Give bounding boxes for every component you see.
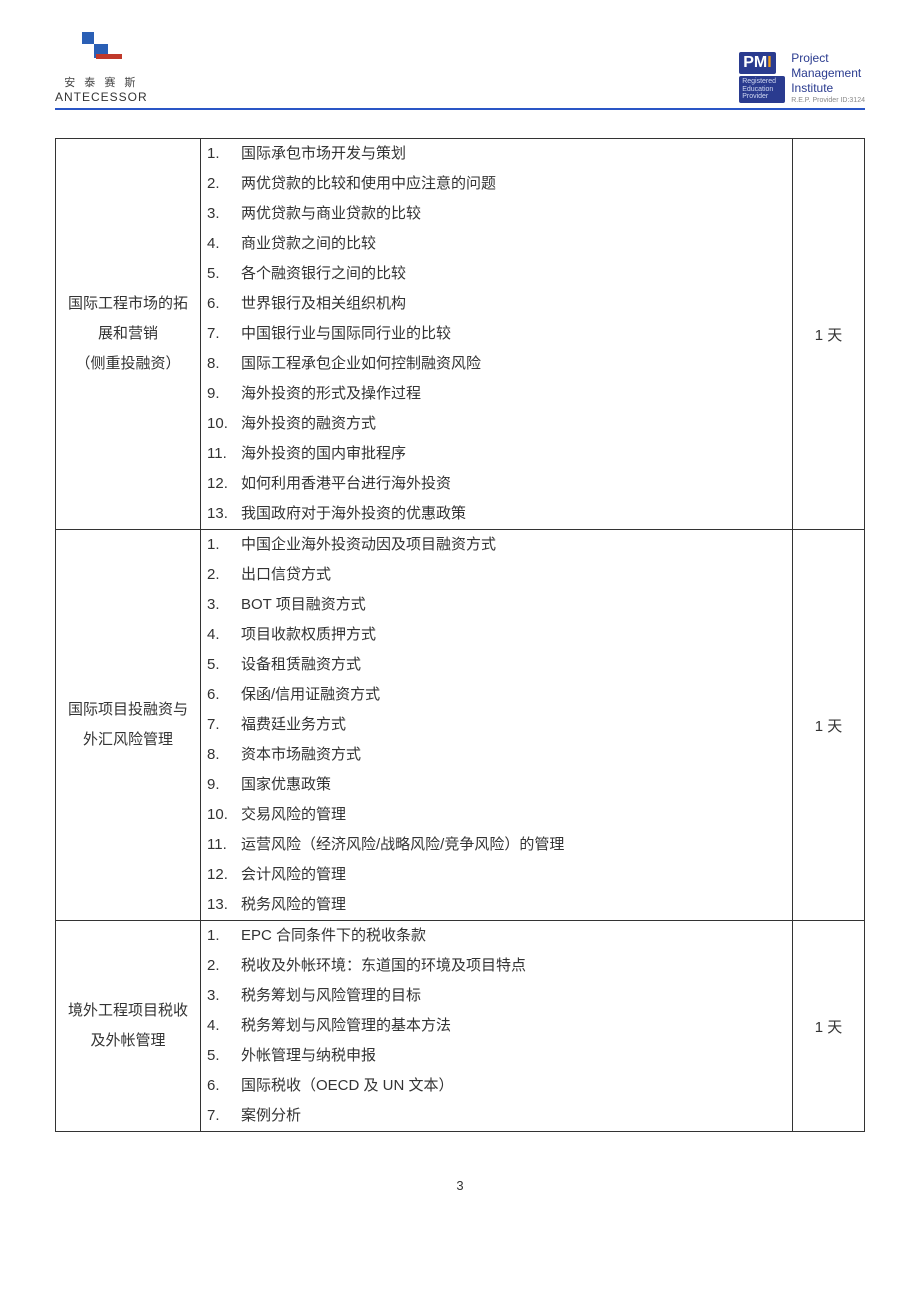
course-item: 两优贷款的比较和使用中应注意的问题 <box>201 169 792 199</box>
course-title-line: 外汇风险管理 <box>56 725 200 755</box>
course-item-list: 国际承包市场开发与策划两优贷款的比较和使用中应注意的问题两优贷款与商业贷款的比较… <box>201 139 792 529</box>
course-item: 如何利用香港平台进行海外投资 <box>201 469 792 499</box>
course-title-line: 国际项目投融资与 <box>56 695 200 725</box>
page-number: 3 <box>55 1178 865 1193</box>
course-title-line: 及外帐管理 <box>56 1026 200 1056</box>
logo-pmi-textblock: Project Management Institute R.E.P. Prov… <box>791 51 865 104</box>
course-table: 国际工程市场的拓展和营销（侧重投融资）国际承包市场开发与策划两优贷款的比较和使用… <box>55 138 865 1132</box>
pmi-text-line: Project <box>791 51 865 66</box>
pmi-badge-line: Education <box>742 86 782 94</box>
course-item: 案例分析 <box>201 1101 792 1131</box>
course-item: 项目收款权质押方式 <box>201 620 792 650</box>
course-title-cell: 国际工程市场的拓展和营销（侧重投融资） <box>56 139 201 530</box>
logo-pmi-badge: Registered Education Provider <box>739 76 785 103</box>
course-title-line: 展和营销 <box>56 319 200 349</box>
course-item: 国际承包市场开发与策划 <box>201 139 792 169</box>
course-item: 税收及外帐环境：东道国的环境及项目特点 <box>201 951 792 981</box>
course-duration-cell: 1 天 <box>793 921 865 1132</box>
course-duration-cell: 1 天 <box>793 530 865 921</box>
pmi-badge-line: Provider <box>742 93 782 101</box>
course-item: 中国银行业与国际同行业的比较 <box>201 319 792 349</box>
course-content-cell: 中国企业海外投资动因及项目融资方式出口信贷方式BOT 项目融资方式项目收款权质押… <box>201 530 793 921</box>
logo-antecessor: 安 泰 赛 斯 ANTECESSOR <box>55 30 148 104</box>
logo-antecessor-en: ANTECESSOR <box>55 90 148 104</box>
course-item: 出口信贷方式 <box>201 560 792 590</box>
course-duration-cell: 1 天 <box>793 139 865 530</box>
logo-antecessor-cn: 安 泰 赛 斯 <box>64 74 138 90</box>
logo-antecessor-mark <box>80 30 122 72</box>
course-item: 福费廷业务方式 <box>201 710 792 740</box>
logo-pmi: PMI Registered Education Provider Projec… <box>739 51 865 104</box>
pmi-text-line: Management <box>791 66 865 81</box>
logo-pmi-letters: PMI <box>739 52 775 74</box>
course-item: 海外投资的融资方式 <box>201 409 792 439</box>
course-item: 海外投资的国内审批程序 <box>201 439 792 469</box>
pmi-badge-line: Registered <box>742 78 782 86</box>
course-table-body: 国际工程市场的拓展和营销（侧重投融资）国际承包市场开发与策划两优贷款的比较和使用… <box>56 139 865 1132</box>
course-item: 会计风险的管理 <box>201 860 792 890</box>
course-item: 税务筹划与风险管理的目标 <box>201 981 792 1011</box>
course-item: 交易风险的管理 <box>201 800 792 830</box>
course-item: 设备租赁融资方式 <box>201 650 792 680</box>
course-item: 我国政府对于海外投资的优惠政策 <box>201 499 792 529</box>
pmi-text-line: Institute <box>791 81 865 96</box>
course-item-list: 中国企业海外投资动因及项目融资方式出口信贷方式BOT 项目融资方式项目收款权质押… <box>201 530 792 920</box>
course-item: 保函/信用证融资方式 <box>201 680 792 710</box>
course-item: 商业贷款之间的比较 <box>201 229 792 259</box>
course-title-cell: 国际项目投融资与外汇风险管理 <box>56 530 201 921</box>
course-title-line: 国际工程市场的拓 <box>56 289 200 319</box>
course-item: 世界银行及相关组织机构 <box>201 289 792 319</box>
table-row: 国际项目投融资与外汇风险管理中国企业海外投资动因及项目融资方式出口信贷方式BOT… <box>56 530 865 921</box>
course-content-cell: EPC 合同条件下的税收条款税收及外帐环境：东道国的环境及项目特点税务筹划与风险… <box>201 921 793 1132</box>
course-item: 国际税收（OECD 及 UN 文本） <box>201 1071 792 1101</box>
course-item: 税务风险的管理 <box>201 890 792 920</box>
course-item: 税务筹划与风险管理的基本方法 <box>201 1011 792 1041</box>
course-item-list: EPC 合同条件下的税收条款税收及外帐环境：东道国的环境及项目特点税务筹划与风险… <box>201 921 792 1131</box>
course-item: 中国企业海外投资动因及项目融资方式 <box>201 530 792 560</box>
page-header: 安 泰 赛 斯 ANTECESSOR PMI Registered Educat… <box>55 30 865 110</box>
course-item: 外帐管理与纳税申报 <box>201 1041 792 1071</box>
pmi-provider-id: R.E.P. Provider ID:3124 <box>791 97 865 104</box>
course-content-cell: 国际承包市场开发与策划两优贷款的比较和使用中应注意的问题两优贷款与商业贷款的比较… <box>201 139 793 530</box>
course-item: 国际工程承包企业如何控制融资风险 <box>201 349 792 379</box>
course-item: 两优贷款与商业贷款的比较 <box>201 199 792 229</box>
course-item: 海外投资的形式及操作过程 <box>201 379 792 409</box>
course-title-line: 境外工程项目税收 <box>56 996 200 1026</box>
page: 安 泰 赛 斯 ANTECESSOR PMI Registered Educat… <box>0 0 920 1223</box>
course-item: 资本市场融资方式 <box>201 740 792 770</box>
course-item: 国家优惠政策 <box>201 770 792 800</box>
table-row: 境外工程项目税收及外帐管理EPC 合同条件下的税收条款税收及外帐环境：东道国的环… <box>56 921 865 1132</box>
course-item: EPC 合同条件下的税收条款 <box>201 921 792 951</box>
course-title-cell: 境外工程项目税收及外帐管理 <box>56 921 201 1132</box>
course-item: 各个融资银行之间的比较 <box>201 259 792 289</box>
course-item: BOT 项目融资方式 <box>201 590 792 620</box>
course-item: 运营风险（经济风险/战略风险/竞争风险）的管理 <box>201 830 792 860</box>
course-title-line: （侧重投融资） <box>56 349 200 379</box>
table-row: 国际工程市场的拓展和营销（侧重投融资）国际承包市场开发与策划两优贷款的比较和使用… <box>56 139 865 530</box>
logo-pmi-mark: PMI Registered Education Provider <box>739 52 785 103</box>
